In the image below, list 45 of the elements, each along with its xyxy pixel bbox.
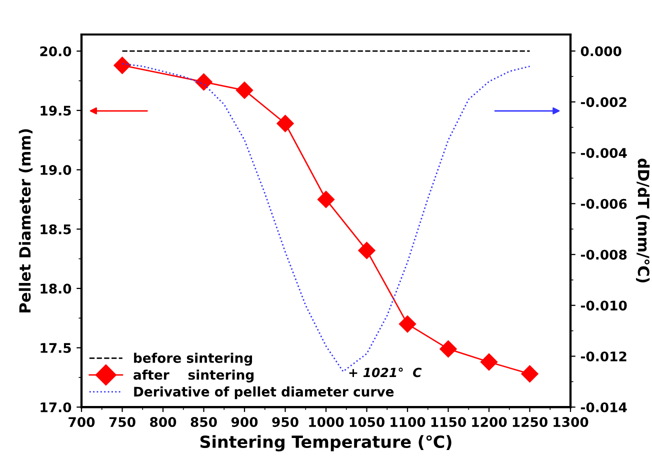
point: [114, 56, 131, 74]
y-tick-label: 19.5: [40, 106, 71, 116]
y2-tick-label: -0.014: [580, 402, 627, 412]
point: [236, 82, 254, 99]
y-tick-label: 17.0: [40, 402, 72, 412]
annotation: + 1021° C: [349, 368, 422, 378]
y2-tick-label: -0.004: [580, 148, 627, 158]
y2-tick-label: 0.000: [580, 46, 622, 56]
x-tick-label: 1200: [472, 417, 507, 428]
x-tick-label: 850: [190, 417, 217, 428]
y-tick-label: 20.0: [40, 46, 72, 56]
y-tick-label: 19.0: [40, 164, 72, 175]
y-tick-label: 17.5: [40, 343, 71, 353]
y2-axis-title: dD/dT (mm/℃): [636, 158, 650, 282]
y2-tick-label: -0.008: [580, 250, 627, 260]
x-tick-label: 1300: [554, 417, 588, 428]
legend-label: Derivative of pellet diameter curve: [134, 386, 394, 400]
y2-tick-label: -0.012: [580, 351, 626, 362]
x-tick-label: 1150: [431, 417, 466, 428]
y-axis-title: Pellet Diameter (mm): [18, 129, 33, 312]
x-tick-label: 1250: [512, 417, 548, 428]
y-tick-label: 18.0: [40, 284, 72, 294]
point: [195, 73, 212, 91]
x-tick-label: 750: [109, 417, 136, 428]
x-tick-label: 1050: [350, 417, 384, 428]
point: [440, 340, 457, 358]
x-axis-title: Sintering Temperature (℃): [200, 435, 452, 452]
point: [317, 190, 335, 208]
legend-label: after sintering: [134, 370, 254, 382]
point: [480, 353, 498, 371]
x-tick-label: 1100: [390, 417, 426, 428]
point: [398, 315, 416, 333]
y2-tick-label: -0.006: [580, 198, 627, 209]
point: [358, 242, 376, 260]
point: [276, 114, 294, 132]
x-tick-label: 950: [272, 417, 298, 428]
x-tick-label: 800: [150, 417, 176, 428]
y2-tick-label: -0.010: [580, 300, 627, 311]
x-tick-label: 700: [68, 417, 95, 428]
x-tick-label: 1000: [309, 417, 344, 428]
point: [521, 365, 538, 382]
y-tick-label: 18.5: [40, 224, 71, 234]
legend-label: before sintering: [134, 352, 252, 366]
y2-tick-label: -0.002: [580, 97, 626, 108]
x-tick-label: 900: [231, 417, 258, 428]
